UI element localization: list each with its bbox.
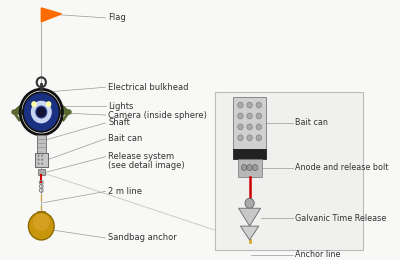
Circle shape [247, 113, 252, 119]
Circle shape [36, 106, 47, 118]
Circle shape [31, 101, 37, 107]
Text: Sandbag anchor: Sandbag anchor [108, 233, 177, 243]
Text: (see detail image): (see detail image) [108, 161, 185, 170]
Circle shape [252, 165, 258, 171]
FancyBboxPatch shape [37, 135, 46, 153]
Circle shape [38, 158, 40, 161]
Circle shape [247, 165, 252, 171]
Text: Bait can: Bait can [296, 119, 328, 127]
Text: Release system: Release system [108, 152, 174, 161]
Text: Shaft: Shaft [108, 119, 130, 127]
Circle shape [247, 102, 252, 108]
Text: Anchor line: Anchor line [296, 250, 341, 259]
Text: Lights: Lights [108, 102, 134, 110]
Circle shape [28, 212, 54, 240]
Text: Electrical bulkhead: Electrical bulkhead [108, 83, 189, 92]
Polygon shape [240, 226, 259, 240]
Text: Flag: Flag [108, 13, 126, 22]
Circle shape [238, 135, 243, 141]
Text: Bait can: Bait can [108, 134, 143, 143]
Circle shape [247, 135, 252, 141]
Text: Anode and release bolt: Anode and release bolt [296, 163, 389, 172]
Circle shape [30, 100, 52, 124]
FancyBboxPatch shape [35, 153, 48, 167]
Circle shape [33, 213, 50, 231]
Circle shape [238, 102, 243, 108]
Circle shape [256, 113, 262, 119]
Circle shape [238, 113, 243, 119]
Text: 2 m line: 2 m line [108, 187, 142, 196]
Circle shape [256, 124, 262, 130]
Polygon shape [238, 208, 261, 226]
Circle shape [238, 124, 243, 130]
Circle shape [247, 124, 252, 130]
FancyBboxPatch shape [233, 97, 266, 149]
Circle shape [245, 198, 254, 208]
FancyBboxPatch shape [233, 149, 266, 159]
FancyBboxPatch shape [215, 92, 364, 250]
Circle shape [256, 135, 262, 141]
Text: Galvanic Time Release: Galvanic Time Release [296, 214, 387, 223]
Circle shape [41, 158, 43, 161]
Circle shape [38, 162, 40, 165]
Circle shape [46, 101, 51, 107]
FancyBboxPatch shape [38, 168, 45, 174]
Circle shape [38, 154, 40, 157]
Polygon shape [41, 8, 62, 22]
Circle shape [41, 162, 43, 165]
Circle shape [23, 92, 60, 132]
Circle shape [41, 154, 43, 157]
FancyBboxPatch shape [238, 159, 262, 177]
Circle shape [256, 102, 262, 108]
Text: Camera (inside sphere): Camera (inside sphere) [108, 110, 207, 120]
Circle shape [241, 165, 247, 171]
